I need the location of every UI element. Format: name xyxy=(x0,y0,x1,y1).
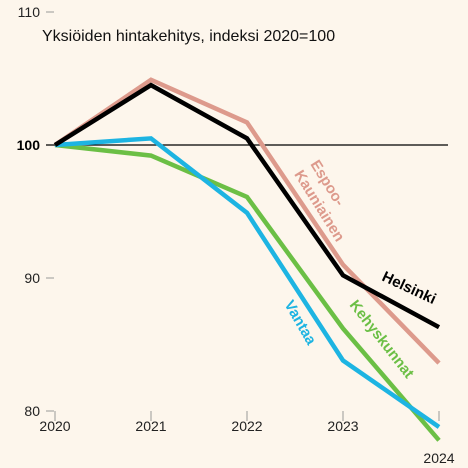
series-lines xyxy=(53,77,441,442)
series-label-vantaa: Vantaa xyxy=(281,298,320,349)
series-line-espoo-kauniainen xyxy=(53,77,441,365)
chart-title: Yksiöiden hintakehitys, indeksi 2020=100 xyxy=(42,28,335,45)
series-line-vantaa xyxy=(54,136,441,429)
x-axis: 2020 2021 2022 2023 2024 xyxy=(39,411,455,466)
series-line-helsinki xyxy=(53,82,441,330)
y-tick-label: 80 xyxy=(24,403,40,419)
series-line-kehyskunnat xyxy=(54,142,441,442)
x-tick-label: 2020 xyxy=(39,418,70,434)
x-tick-label: 2022 xyxy=(231,418,262,434)
x-tick-label: 2023 xyxy=(327,418,358,434)
y-tick-label: 110 xyxy=(18,4,41,20)
y-tick-label: 90 xyxy=(24,270,40,286)
x-tick-label: 2021 xyxy=(135,418,166,434)
x-tick-label: 2024 xyxy=(423,450,454,466)
y-axis: 110 100 90 80 xyxy=(17,4,54,419)
series-label-text: Vantaa xyxy=(281,298,320,349)
y-tick-label: 100 xyxy=(17,137,41,153)
